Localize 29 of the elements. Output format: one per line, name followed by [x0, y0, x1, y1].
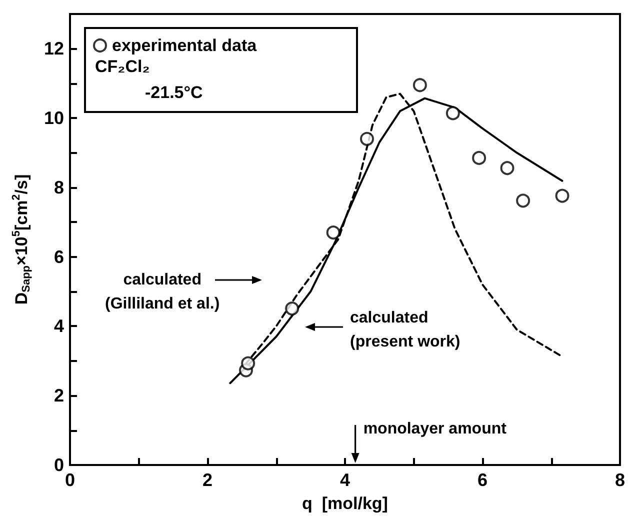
y-tick-label: 0 [54, 455, 64, 475]
y-tick-label: 6 [54, 246, 64, 267]
y-tick-label: 8 [54, 177, 64, 198]
x-tick-label: 8 [614, 470, 626, 490]
x-tick-label: 6 [477, 470, 488, 490]
legend-label: calculated (present work) [350, 310, 460, 350]
y-axis-title: DSapp×105[cm2/s] [10, 174, 32, 305]
ref-line-label: monolayer amount [363, 420, 508, 438]
point [555, 188, 570, 203]
text: calculated (Gilliland et al.) [104, 272, 220, 312]
point [516, 194, 530, 208]
x-tick-label: 4 [340, 470, 350, 490]
y-tick-label: 4 [54, 316, 64, 336]
point [446, 106, 460, 120]
y-tick-label: 10 [44, 108, 64, 128]
point [472, 150, 486, 165]
y-tick-label: 2 [54, 386, 64, 406]
annotation: CF₂Cl₂ [95, 57, 150, 76]
legend-label: experimental data [112, 36, 258, 55]
x-axis-title: q [mol/kg] [302, 494, 388, 513]
x-tick-label: 2 [202, 470, 213, 490]
point [241, 356, 256, 370]
point [326, 226, 340, 240]
point [285, 302, 300, 316]
point [412, 78, 427, 92]
annotation: -21.5°C [145, 83, 203, 102]
point [360, 132, 374, 146]
point [500, 161, 514, 176]
y-tick-label: 12 [44, 38, 64, 59]
